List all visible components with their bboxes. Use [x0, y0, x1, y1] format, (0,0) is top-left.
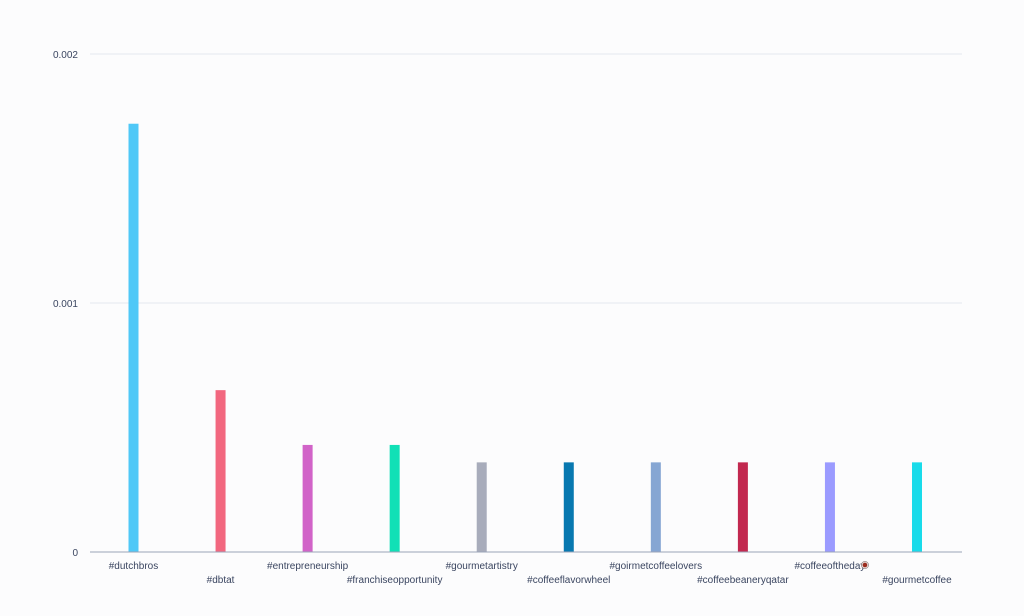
x-tick-label: #coffeeflavorwheel [527, 575, 610, 586]
x-axis-labels: #dutchbros #dbtat #entrepreneurship #franch… [109, 561, 952, 586]
bar[interactable] [563, 462, 574, 552]
x-tick-label: #entrepreneurship [267, 561, 349, 572]
bar[interactable] [650, 462, 661, 552]
bar[interactable] [737, 462, 748, 552]
bar[interactable] [128, 123, 139, 552]
x-tick-label: #goirmetcoffeelovers [610, 561, 703, 572]
bar[interactable] [302, 444, 313, 552]
x-tick-label: #gourmetcoffee [882, 575, 952, 586]
x-tick-label: #dutchbros [109, 561, 158, 572]
y-tick-label: 0.002 [53, 50, 78, 61]
bar[interactable] [389, 444, 400, 552]
x-tick-label: #gourmetartistry [446, 561, 518, 572]
y-axis-ticks: 0 0.001 0.002 [53, 50, 78, 559]
x-tick-label: #coffeebeaneryqatar [697, 575, 789, 586]
bar[interactable] [476, 462, 487, 552]
x-tick-label: #coffeeoftheday [794, 561, 865, 572]
bar[interactable] [215, 390, 226, 552]
bar[interactable] [912, 462, 922, 552]
x-tick-label: #franchiseopportunity [347, 575, 443, 586]
y-tick-label: 0 [72, 548, 78, 559]
x-tick-label: #dbtat [207, 575, 235, 586]
gridlines [90, 53, 962, 304]
bars [128, 123, 922, 552]
y-tick-label: 0.001 [53, 299, 78, 310]
coffee-cup-icon [861, 561, 869, 569]
bar[interactable] [824, 462, 835, 552]
